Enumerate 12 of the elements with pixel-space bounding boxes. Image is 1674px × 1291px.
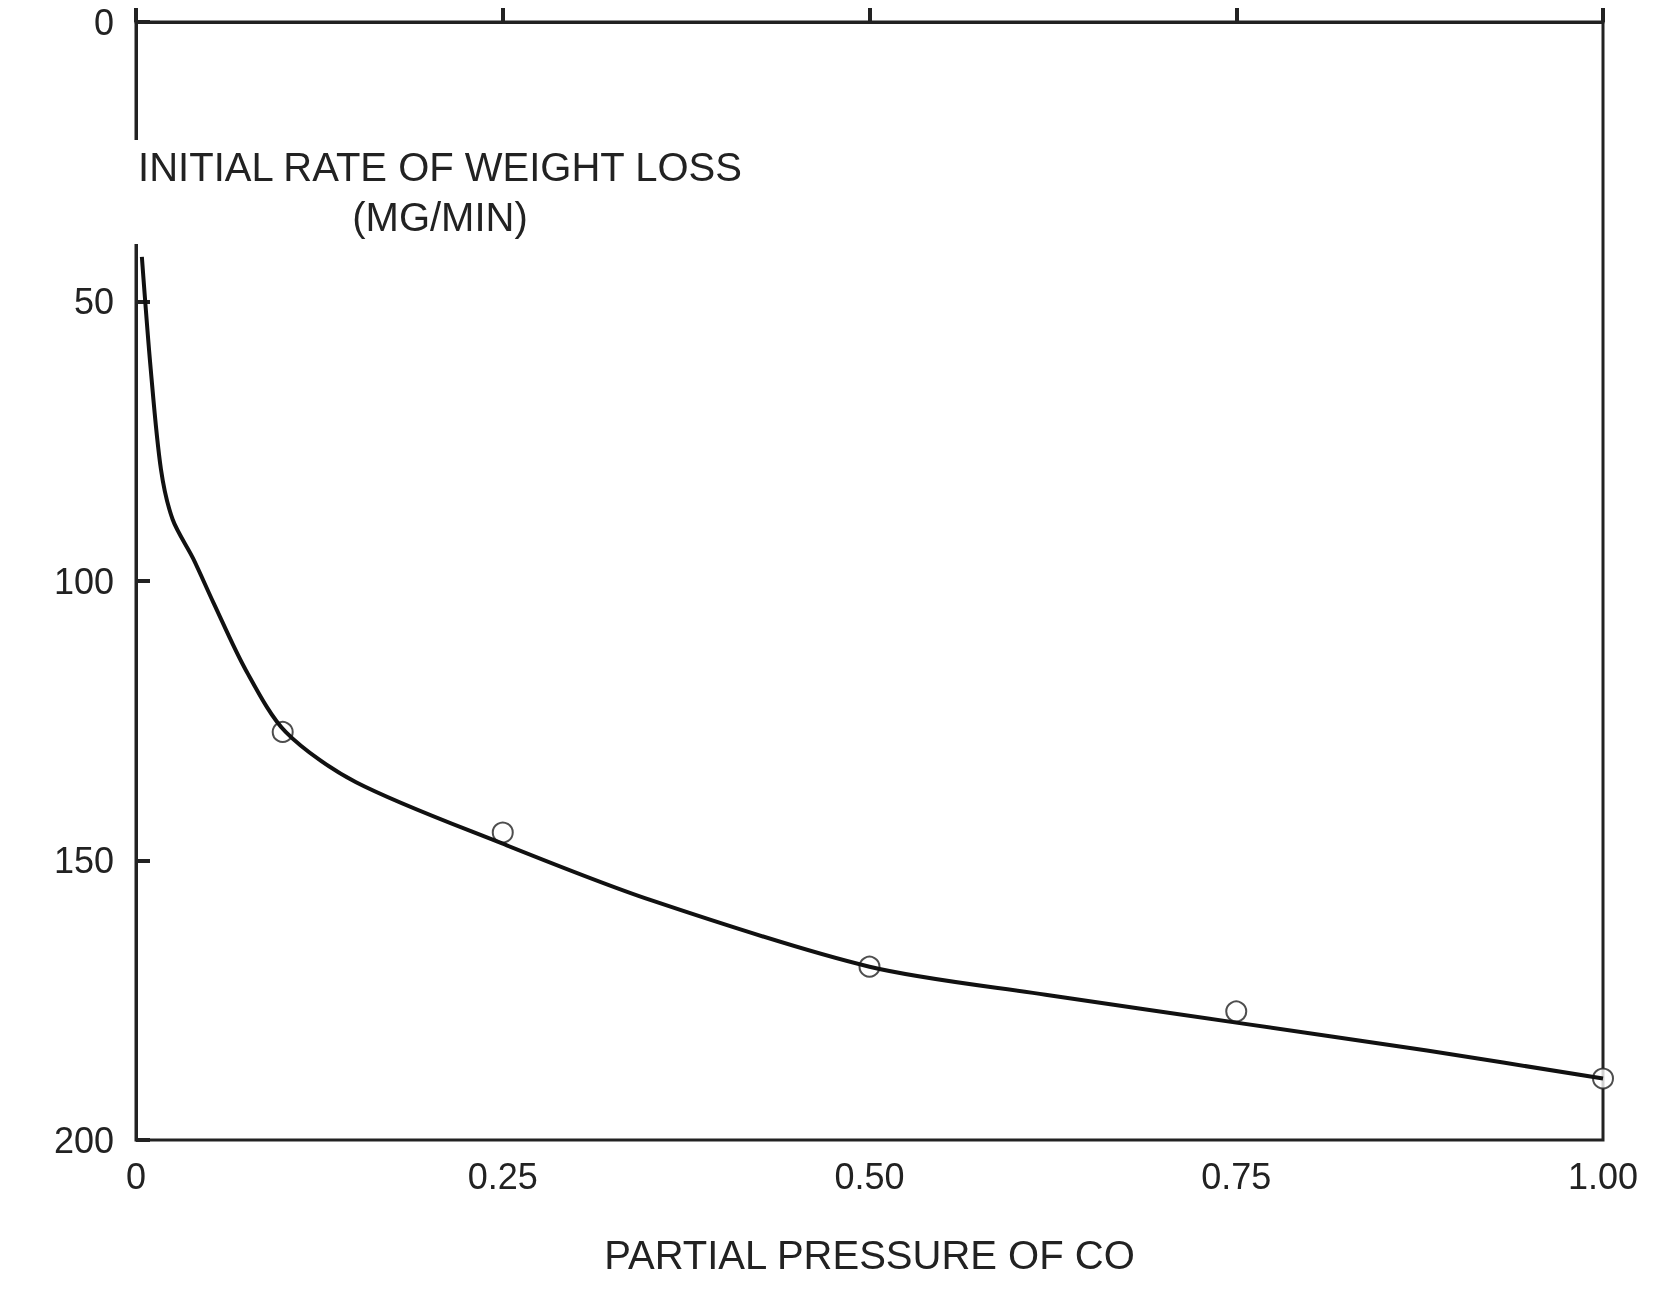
x-axis-title: PARTIAL PRESSURE OF CO: [604, 1233, 1135, 1277]
y-tick-label: 200: [53, 1119, 114, 1161]
x-tick-label: 0.75: [1201, 1155, 1272, 1197]
x-tick-label: 0.25: [467, 1155, 538, 1197]
x-tick-label: 1.00: [1567, 1155, 1639, 1197]
y-axis-title: INITIAL RATE OF WEIGHT LOSS (MG/MIN): [138, 145, 742, 239]
y-tick-label: 0: [93, 1, 114, 43]
x-tick-label: 0.50: [834, 1155, 905, 1197]
y-tick-label: 150: [53, 840, 114, 881]
x-tick-label: 0: [125, 1155, 147, 1197]
y-tick-label: 50: [73, 281, 114, 322]
y-tick-label: 100: [53, 560, 114, 602]
